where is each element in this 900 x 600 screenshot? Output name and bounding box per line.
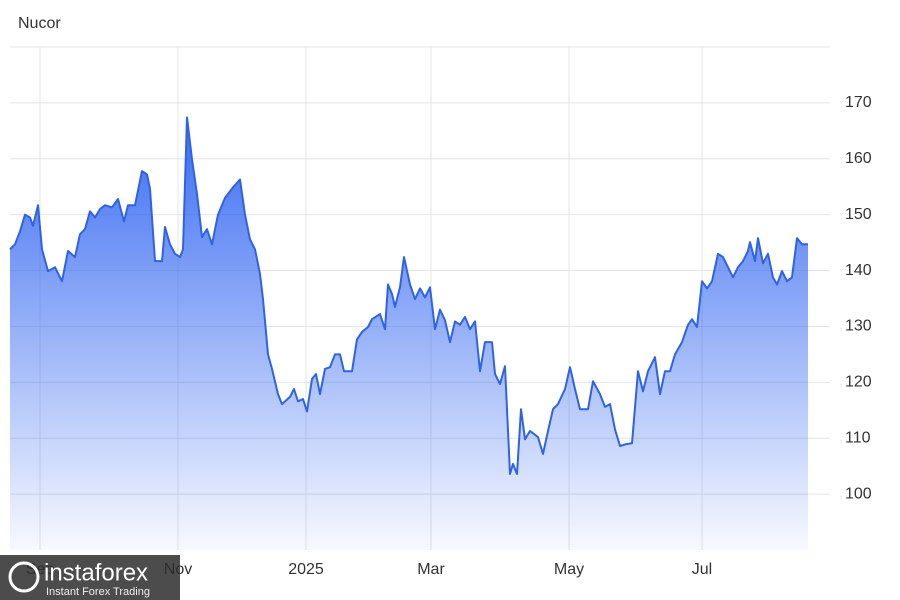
watermark-brand: instaforex (44, 559, 148, 586)
area-fill (10, 117, 808, 551)
x-tick-label: May (554, 561, 584, 578)
x-tick-label: Mar (417, 561, 445, 578)
watermark-icon (8, 561, 40, 593)
y-tick-label: 140 (845, 262, 872, 279)
plot: 100110120130140150160170SepNov2025MarMay… (9, 46, 872, 578)
x-tick-label: 2025 (288, 561, 324, 578)
y-tick-label: 170 (845, 94, 872, 111)
watermark-bg (0, 555, 180, 600)
watermark: instaforex Instant Forex Trading (0, 555, 180, 600)
price-line (9, 116, 808, 475)
y-tick-label: 160 (845, 150, 872, 167)
y-tick-label: 110 (845, 429, 871, 446)
watermark-tagline: Instant Forex Trading (46, 586, 150, 598)
y-tick-label: 150 (845, 206, 872, 223)
y-tick-label: 120 (845, 374, 872, 391)
y-tick-label: 100 (845, 485, 872, 502)
x-tick-label: Jul (692, 561, 712, 578)
chart-title: Nucor (18, 15, 61, 32)
y-tick-label: 130 (845, 318, 872, 335)
